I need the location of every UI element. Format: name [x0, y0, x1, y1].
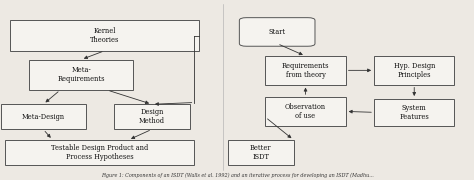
- Text: Design
Method: Design Method: [139, 108, 165, 125]
- Text: Figure 1: Components of an ISDT (Walls et al. 1992) and an iterative process for: Figure 1: Components of an ISDT (Walls e…: [100, 172, 374, 177]
- Text: Better
ISDT: Better ISDT: [250, 144, 272, 161]
- Text: Meta-Design: Meta-Design: [22, 113, 65, 121]
- FancyBboxPatch shape: [5, 140, 194, 165]
- Text: Hyp. Design
Principles: Hyp. Design Principles: [393, 62, 435, 79]
- FancyBboxPatch shape: [228, 140, 294, 165]
- FancyBboxPatch shape: [374, 99, 455, 126]
- FancyBboxPatch shape: [239, 18, 315, 46]
- Text: Meta-
Requirements: Meta- Requirements: [57, 66, 105, 83]
- FancyBboxPatch shape: [265, 97, 346, 126]
- FancyBboxPatch shape: [114, 104, 190, 129]
- FancyBboxPatch shape: [29, 60, 133, 90]
- Text: Requirements
from theory: Requirements from theory: [282, 62, 329, 79]
- Text: Start: Start: [269, 28, 286, 36]
- FancyBboxPatch shape: [0, 104, 86, 129]
- FancyBboxPatch shape: [265, 56, 346, 85]
- Text: Observation
of use: Observation of use: [285, 103, 326, 120]
- FancyBboxPatch shape: [374, 56, 455, 85]
- Text: Testable Design Product and
Process Hypotheses: Testable Design Product and Process Hypo…: [51, 144, 148, 161]
- Text: Kernel
Theories: Kernel Theories: [90, 27, 119, 44]
- FancyBboxPatch shape: [10, 20, 199, 51]
- Text: System
Features: System Features: [400, 104, 429, 121]
